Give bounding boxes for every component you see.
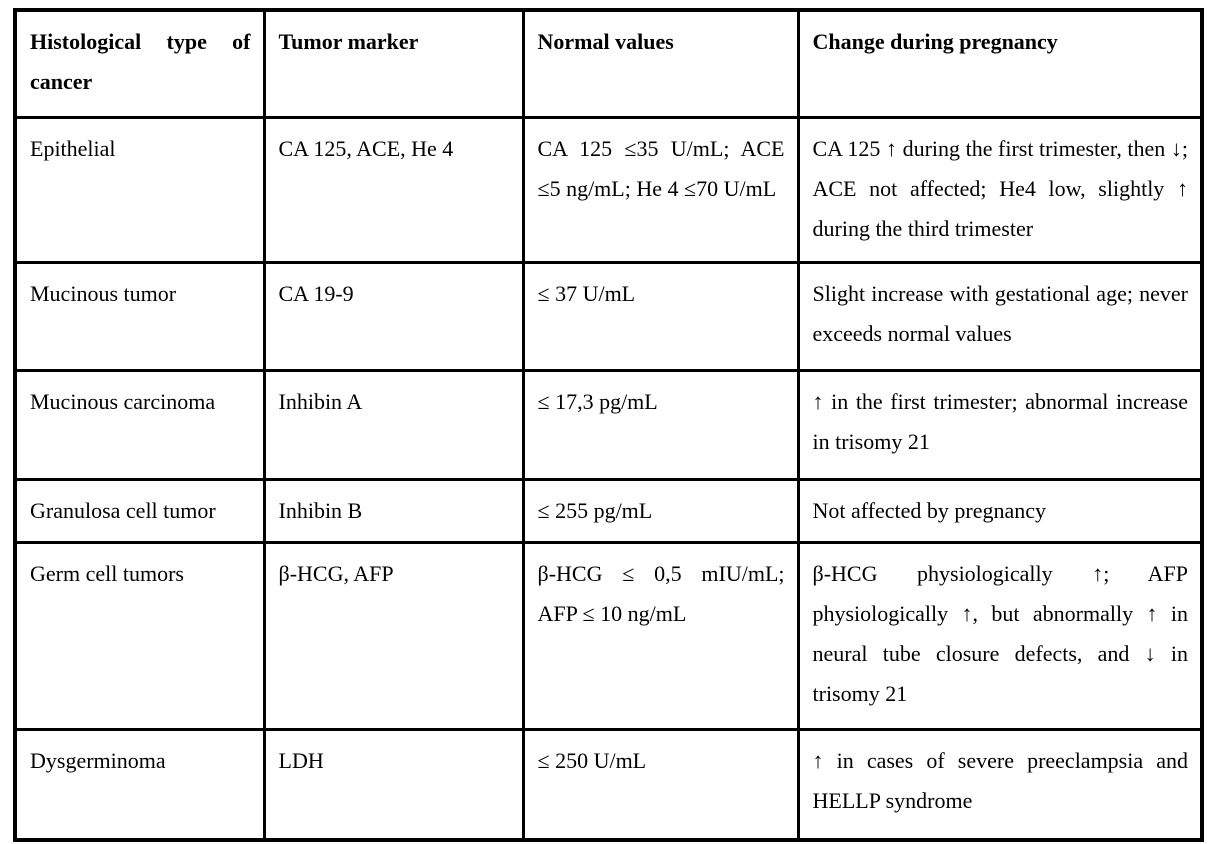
cell-type: Mucinous carcinoma bbox=[13, 368, 266, 481]
cell-type: Epithelial bbox=[13, 115, 266, 264]
cell-change: ↑ in cases of severe preeclampsia and HE… bbox=[796, 727, 1204, 842]
cell-normal: β-HCG ≤ 0,5 mIU/mL; AFP ≤ 10 ng/mL bbox=[521, 540, 800, 731]
cell-marker: Inhibin B bbox=[262, 477, 525, 544]
table-row: Mucinous tumor CA 19-9 ≤ 37 U/mL Slight … bbox=[13, 260, 1204, 372]
cell-marker: CA 19-9 bbox=[262, 260, 525, 372]
table-header-row: Histological type of cancer Tumor marker… bbox=[13, 8, 1204, 119]
cell-change: ↑ in the first trimester; abnormal incre… bbox=[796, 368, 1204, 481]
cell-marker: Inhibin A bbox=[262, 368, 525, 481]
cell-normal: ≤ 37 U/mL bbox=[521, 260, 800, 372]
cell-normal: CA 125 ≤35 U/mL; ACE ≤5 ng/mL; He 4 ≤70 … bbox=[521, 115, 800, 264]
cell-normal: ≤ 255 pg/mL bbox=[521, 477, 800, 544]
table-row: Epithelial CA 125, ACE, He 4 CA 125 ≤35 … bbox=[13, 115, 1204, 264]
cell-type: Mucinous tumor bbox=[13, 260, 266, 372]
header-normal-values: Normal values bbox=[521, 8, 800, 119]
cell-change: β-HCG physiologically ↑; AFP physiologic… bbox=[796, 540, 1204, 731]
cell-change: Not affected by pregnancy bbox=[796, 477, 1204, 544]
table-row: Germ cell tumors β-HCG, AFP β-HCG ≤ 0,5 … bbox=[13, 540, 1204, 731]
cell-normal: ≤ 17,3 pg/mL bbox=[521, 368, 800, 481]
cell-change: CA 125 ↑ during the first trimester, the… bbox=[796, 115, 1204, 264]
cell-marker: β-HCG, AFP bbox=[262, 540, 525, 731]
tumor-marker-table: Histological type of cancer Tumor marker… bbox=[13, 8, 1204, 842]
header-tumor-marker: Tumor marker bbox=[262, 8, 525, 119]
cell-type: Granulosa cell tumor bbox=[13, 477, 266, 544]
header-change-pregnancy: Change during pregnancy bbox=[796, 8, 1204, 119]
header-histological-type: Histological type of cancer bbox=[13, 8, 266, 119]
cell-change: Slight increase with gestational age; ne… bbox=[796, 260, 1204, 372]
table-row: Dysgerminoma LDH ≤ 250 U/mL ↑ in cases o… bbox=[13, 727, 1204, 842]
cell-type: Dysgerminoma bbox=[13, 727, 266, 842]
cell-marker: LDH bbox=[262, 727, 525, 842]
cell-marker: CA 125, ACE, He 4 bbox=[262, 115, 525, 264]
cell-type: Germ cell tumors bbox=[13, 540, 266, 731]
cell-normal: ≤ 250 U/mL bbox=[521, 727, 800, 842]
table-row: Granulosa cell tumor Inhibin B ≤ 255 pg/… bbox=[13, 477, 1204, 544]
table-row: Mucinous carcinoma Inhibin A ≤ 17,3 pg/m… bbox=[13, 368, 1204, 481]
